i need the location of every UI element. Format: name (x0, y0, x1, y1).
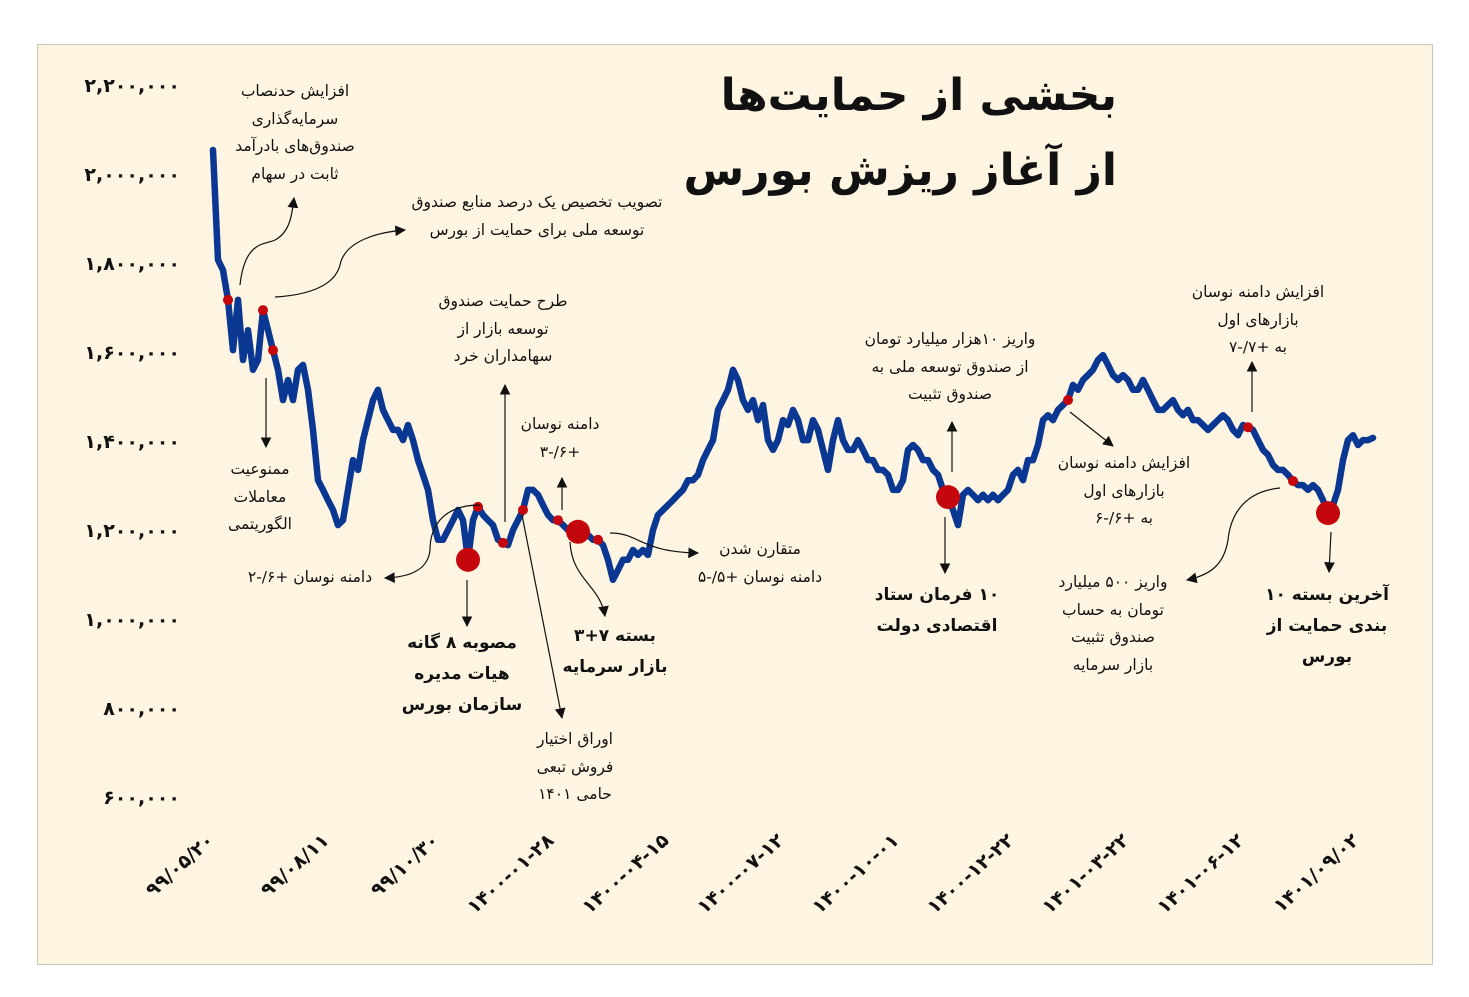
annotation-symmetric-range: متقارن شدن دامنه نوسان +۵/-۵ (697, 540, 823, 586)
annotation-algo-trading-ban: ممنوعیت معاملات الگوریتمی (228, 460, 292, 533)
annotation-arrow-13 (1069, 411, 1114, 447)
annotation-arrow-15 (1185, 487, 1281, 584)
x-tick-label: ۱۴۰۰-۰۱-۲۸ (463, 829, 559, 918)
annotation-arrow-9 (569, 541, 609, 618)
annotation-fixed-income-funds: افزایش حدنصاب سرمایه‌گذاری صندوق‌های بادرآ… (235, 82, 355, 183)
chart-title-line1: بخشی از حمایت‌ها (720, 70, 1117, 121)
series-line (209, 146, 1377, 584)
event-marker (473, 501, 483, 512)
x-tick-label: ۹۹/۰۵/۲۰ (142, 829, 219, 901)
annotation-retail-support-plan: طرح حمایت صندوق توسعه بازار از سهامداران خ… (438, 292, 568, 365)
x-tick-label: ۹۹/۰۸/۱۱ (257, 829, 334, 901)
y-tick-label: ۱,۸۰۰,۰۰۰ (84, 253, 180, 275)
x-tick-label: ۱۴۰۱/۰۹/۰۲ (1269, 829, 1363, 917)
event-marker (1316, 501, 1340, 526)
y-tick-label: ۱,۶۰۰,۰۰۰ (84, 342, 180, 364)
y-tick-label: ۱,۲۰۰,۰۰۰ (84, 520, 180, 542)
annotation-arrow-10 (609, 532, 700, 559)
annotation-10k-billion-deposit: واریز ۱۰هزار میلیارد تومان از صندوق توسعه… (864, 330, 1036, 403)
annotation-range-6-6: افزایش دامنه نوسان بازارهای اول به +۶/-۶ (1057, 454, 1191, 527)
annotation-10-orders: ۱۰ فرمان ستاد اقتصادی دولت (874, 585, 1000, 636)
event-marker (456, 547, 480, 572)
event-marker (518, 504, 528, 515)
annotation-national-fund-allocation: تصویب تخصیص یک درصد منابع صندوق توسعه ملی… (411, 193, 663, 239)
annotation-8-point-resolution: مصوبه ۸ گانه هیات مدیره سازمان بورس (401, 633, 523, 715)
annotation-last-10-package: آخرین بسته ۱۰ بندی حمایت از بورس (1265, 585, 1389, 667)
annotation-put-options: اوراق اختیار فروش تبعی حامی ۱۴۰۱ (536, 730, 614, 803)
annotation-arrow-2 (274, 225, 407, 298)
x-tick-label: ۱۴۰۰-۰۷-۱۲ (693, 829, 789, 918)
y-tick-label: ۲,۲۰۰,۰۰۰ (84, 75, 180, 97)
y-tick-label: ۶۰۰,۰۰۰ (103, 787, 180, 809)
annotation-package-7-3: بسته ۷+۳ بازار سرمایه (562, 626, 668, 677)
event-marker (268, 345, 278, 356)
event-marker (1063, 395, 1073, 406)
x-tick-label: ۱۴۰۱-۰۳-۲۲ (1038, 829, 1134, 918)
annotation-range-6-2: دامنه نوسان +۶/-۲ (247, 568, 373, 586)
chart-title-line2: از آغاز ریزش بورس (683, 145, 1117, 196)
y-tick-label: ۱,۰۰۰,۰۰۰ (84, 609, 180, 631)
annotation-range-6-3: دامنه نوسان +۶/-۳ (520, 415, 600, 461)
annotation-range-7-7: افزایش دامنه نوسان بازارهای اول به +۷/-۷ (1191, 283, 1325, 356)
event-marker (223, 294, 233, 305)
chart-background (37, 44, 1433, 965)
x-tick-label: ۹۹/۱۰/۳۰ (367, 829, 444, 901)
event-marker (553, 515, 563, 526)
y-tick-label: ۱,۴۰۰,۰۰۰ (84, 431, 180, 453)
annotation-arrow-1 (239, 196, 299, 286)
event-marker (593, 534, 603, 545)
event-marker (498, 537, 508, 548)
y-tick-label: ۲,۰۰۰,۰۰۰ (84, 164, 180, 186)
annotation-arrow-16 (1324, 531, 1335, 574)
annotation-500-billion-deposit: واریز ۵۰۰ میلیارد تومان به حساب صندوق تثبی… (1058, 573, 1168, 674)
event-marker (566, 519, 590, 544)
event-marker (936, 485, 960, 510)
event-marker (258, 305, 268, 316)
annotation-arrow-6 (383, 504, 481, 584)
x-tick-label: ۱۴۰۱-۰۶-۱۲ (1153, 829, 1249, 918)
x-tick-label: ۱۴۰۰-۰۴-۱۵ (578, 829, 674, 918)
y-tick-label: ۸۰۰,۰۰۰ (103, 698, 180, 720)
annotation-arrow-8 (521, 514, 566, 720)
event-marker (1243, 422, 1253, 433)
x-tick-label: ۱۴۰۰-۱۰-۰۱ (808, 829, 903, 918)
x-tick-label: ۱۴۰۰-۱۲-۲۲ (923, 829, 1019, 918)
event-marker (1288, 476, 1298, 487)
